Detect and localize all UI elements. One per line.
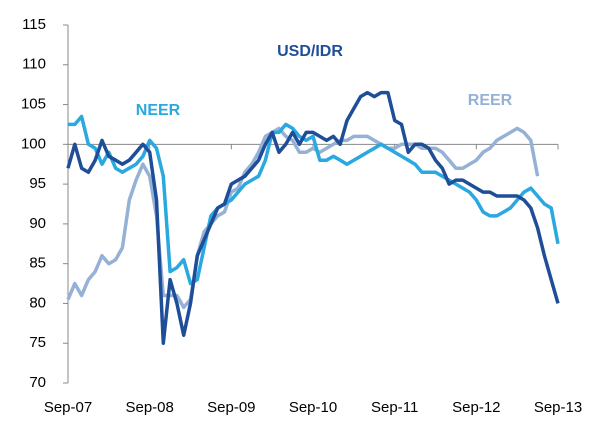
series-label: NEER	[136, 102, 181, 119]
y-tick-label: 75	[29, 334, 46, 351]
x-tick-label: Sep-08	[125, 399, 173, 416]
y-tick-label: 95	[29, 175, 46, 192]
x-tick-label: Sep-10	[289, 399, 337, 416]
y-tick-label: 100	[21, 135, 46, 152]
x-tick-label: Sep-12	[452, 399, 500, 416]
x-tick-label: Sep-11	[371, 399, 418, 416]
y-tick-label: 85	[29, 255, 46, 272]
y-tick-label: 80	[29, 294, 46, 311]
y-tick-label: 70	[29, 374, 46, 391]
y-tick-label: 115	[22, 16, 46, 33]
y-tick-label: 110	[22, 56, 46, 73]
x-tick-label: Sep-07	[44, 399, 92, 416]
series-line	[68, 114, 560, 286]
x-tick-label: Sep-09	[207, 399, 255, 416]
x-tick-label: Sep-13	[534, 399, 582, 416]
series-line	[66, 126, 540, 310]
series-line	[66, 90, 560, 345]
series-label: REER	[468, 92, 513, 109]
y-tick-label: 105	[21, 96, 46, 113]
series-label: USD/IDR	[277, 43, 343, 60]
y-tick-label: 90	[29, 215, 46, 232]
